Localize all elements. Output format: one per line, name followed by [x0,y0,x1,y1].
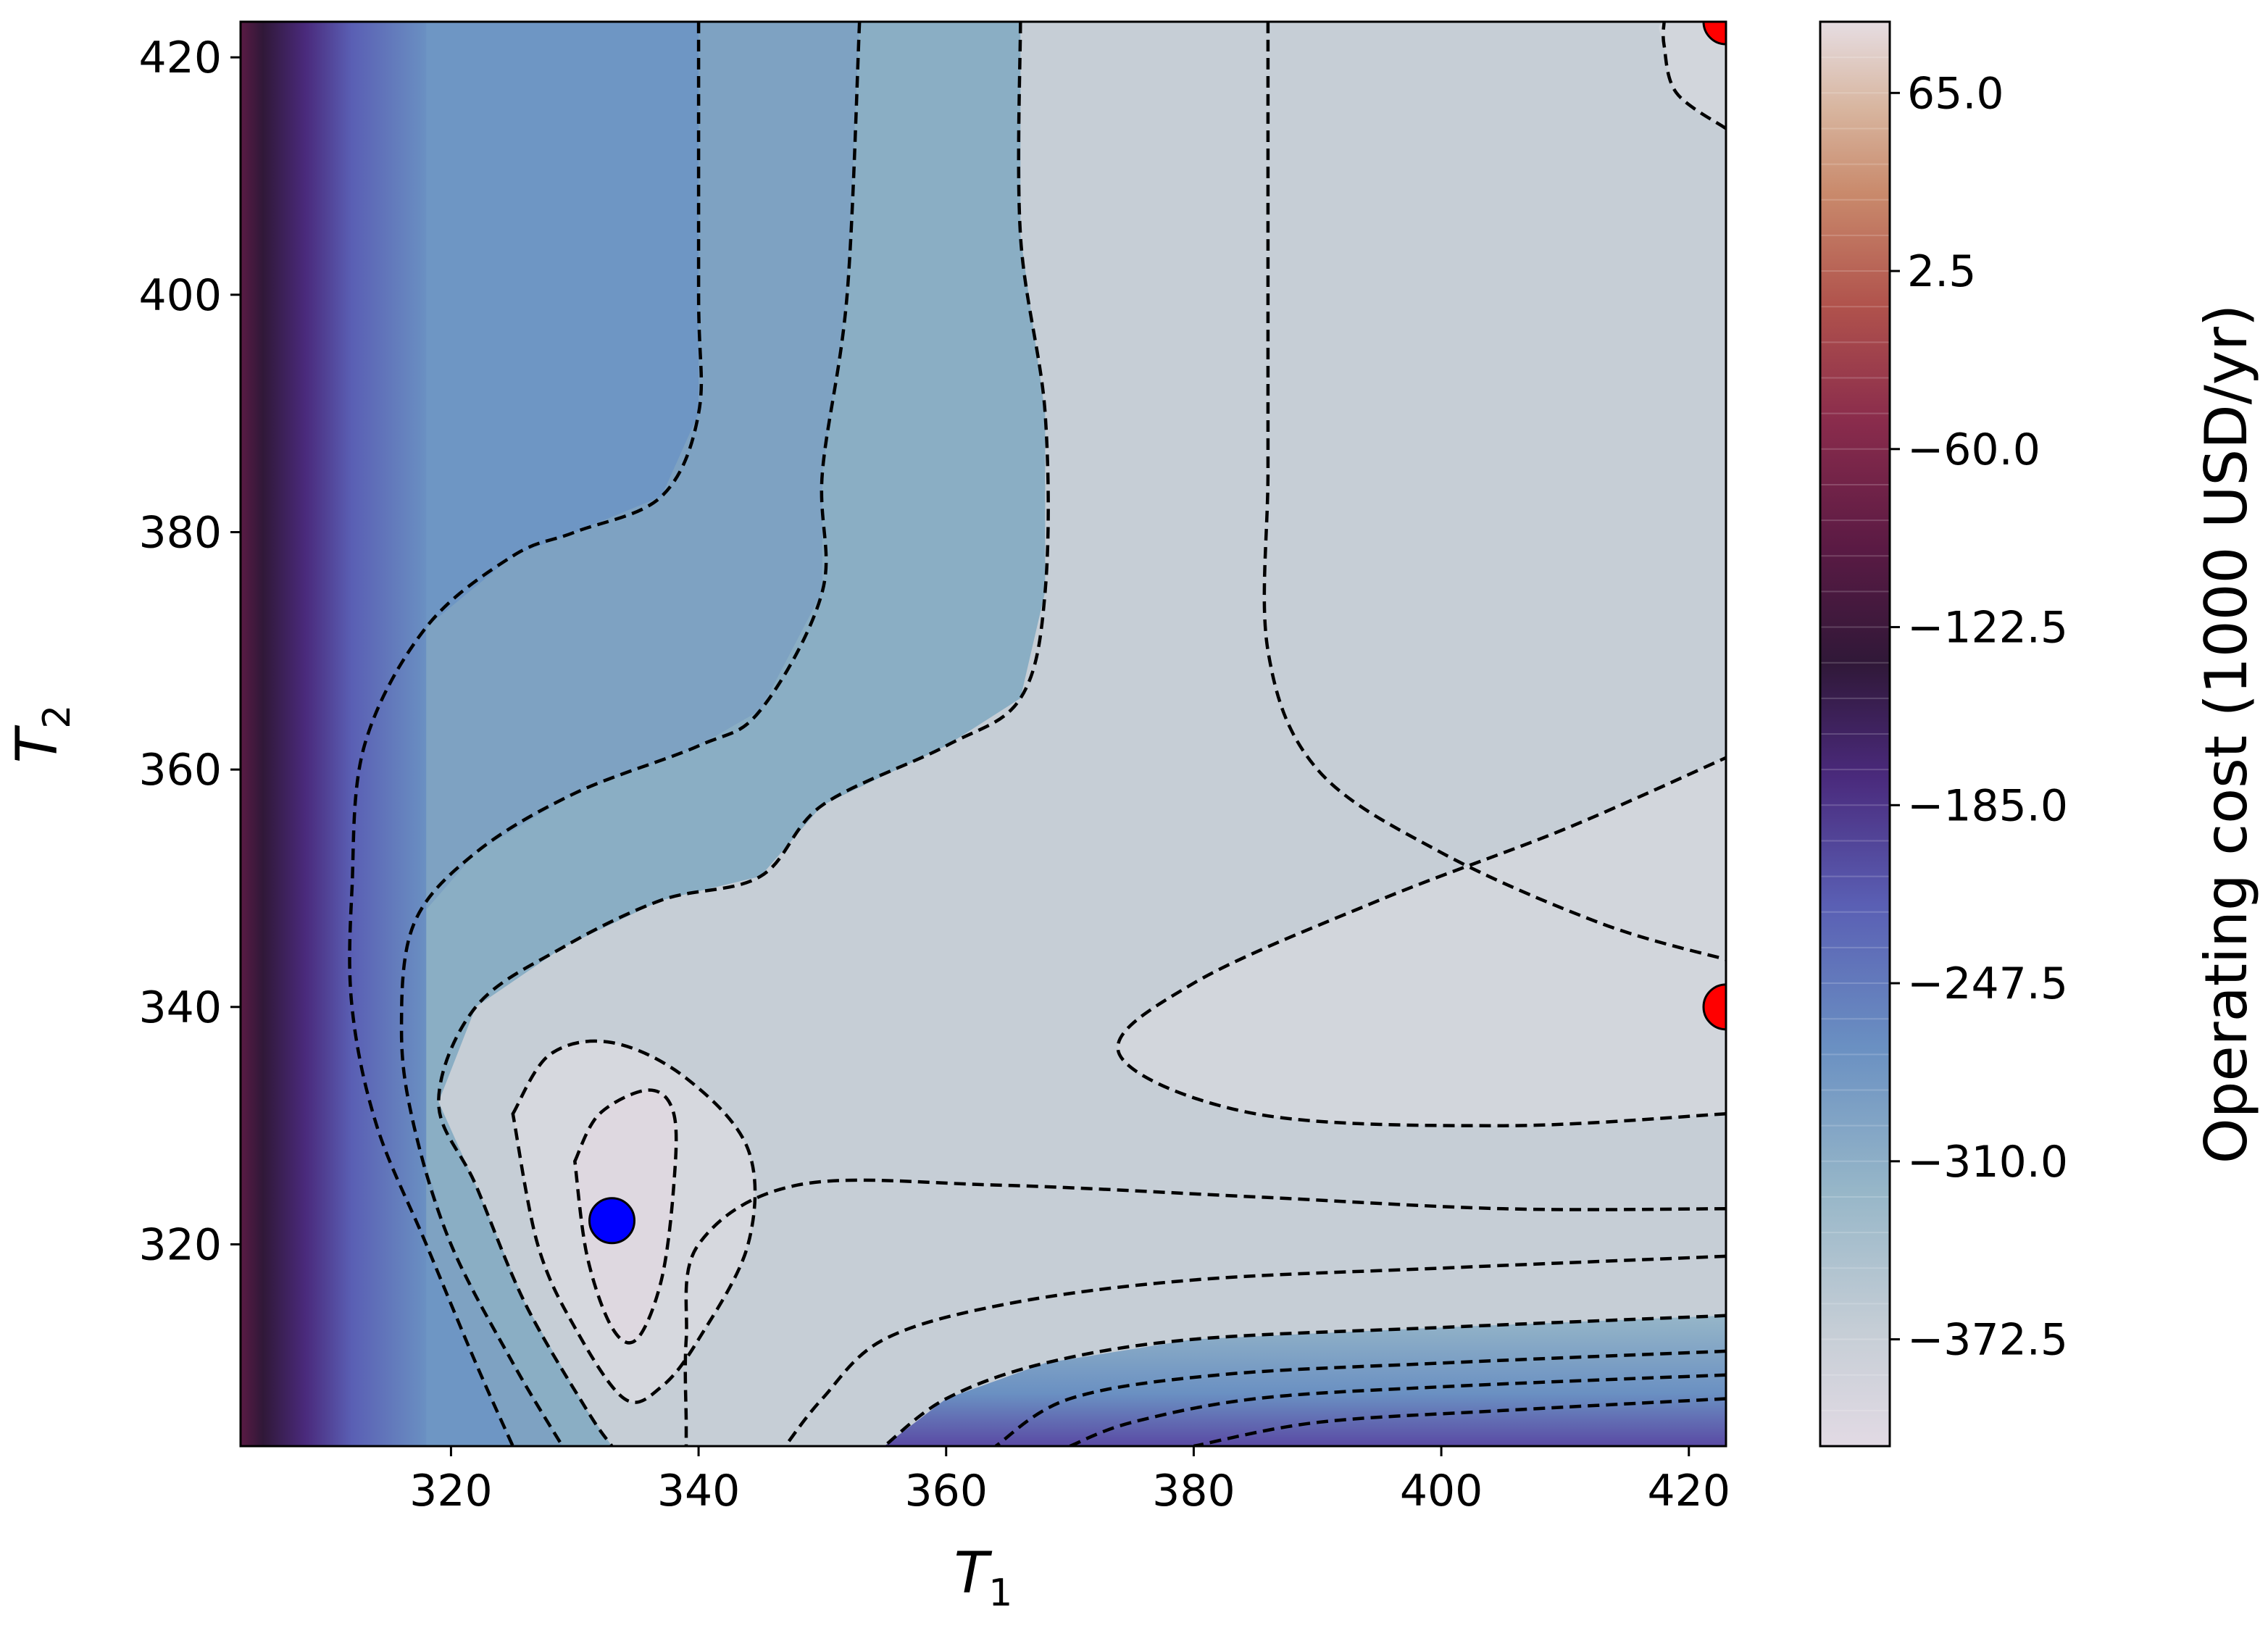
contour-line [1116,756,1726,1127]
contour-line [994,1349,1726,1446]
x-tick-label: 380 [1152,1466,1235,1516]
contour-line [1193,1397,1726,1446]
colorbar-tick-label: −122.5 [1907,603,2068,654]
colorbar: 65.0 2.5 −60.0 −122.5 −185.0 −247.5 −310.0 −372… [1819,20,2260,1448]
contour-line [511,1039,757,1404]
y-axis: 320 340 360 380 400 420 [138,33,241,1270]
x-tick-label: 420 [1647,1466,1730,1516]
contour-line [883,1314,1726,1446]
x-axis-label-subscript: 1 [988,1571,1012,1615]
colorbar-tick-label: −185.0 [1907,780,2068,831]
x-tick-label: 360 [904,1466,988,1516]
y-tick-label: 380 [138,507,222,558]
marker-layer [588,22,1726,1245]
contour-line-layer [348,22,1726,1446]
contour-line [437,22,1050,1446]
colorbar-tick-label: −247.5 [1907,959,2068,1009]
plot-frame [239,20,1727,1448]
colorbar-tick-label: 65.0 [1907,68,2004,119]
plot-area [241,22,1726,1446]
y-tick-label: 360 [138,745,222,796]
fill-right-lobe [1117,757,1726,1126]
colorbar-frame [1819,20,1891,1448]
x-axis-label: T1 [954,1541,1013,1615]
minimum-point-marker [588,1197,635,1245]
colorbar-tick-label: −372.5 [1907,1315,2068,1366]
x-tick-label: 320 [409,1466,493,1516]
colorbar-label: Operating cost (1000 USD/yr) [2193,304,2260,1164]
y-tick-label: 420 [138,33,222,83]
contour-line [572,1088,678,1345]
fill-left-wall [241,22,427,1446]
x-axis: 320 340 360 380 400 420 [409,1446,1730,1516]
y-tick-label: 400 [138,270,222,321]
contour-line [1069,1373,1726,1446]
y-tick-label: 320 [138,1219,222,1270]
boundary-point-marker [1702,983,1726,1031]
colorbar-tick-label: −60.0 [1907,425,2040,475]
colorbar-tick-label: 2.5 [1907,246,1976,297]
contour-line [348,22,704,1446]
fill-top-right-corner [1659,22,1726,129]
y-tick-label: 340 [138,982,222,1033]
contour-line [1662,22,1726,130]
colorbar-tick-label: −310.0 [1907,1137,2068,1187]
x-tick-label: 340 [657,1466,741,1516]
colorbar-ticks: 65.0 2.5 −60.0 −122.5 −185.0 −247.5 −310.0 −372… [1890,68,2068,1366]
colorbar-gradient [1820,22,1890,1446]
y-axis-label-subscript: 2 [36,705,79,729]
y-axis-label: T2 [5,705,79,764]
colorbar-bands [1820,57,1890,1411]
x-tick-label: 400 [1400,1466,1483,1516]
contour-line [783,1254,1726,1446]
boundary-point-marker [1702,22,1726,46]
fill-bottom-band [884,1315,1726,1446]
contour-line [683,1178,1726,1446]
contour-line [399,22,862,1446]
